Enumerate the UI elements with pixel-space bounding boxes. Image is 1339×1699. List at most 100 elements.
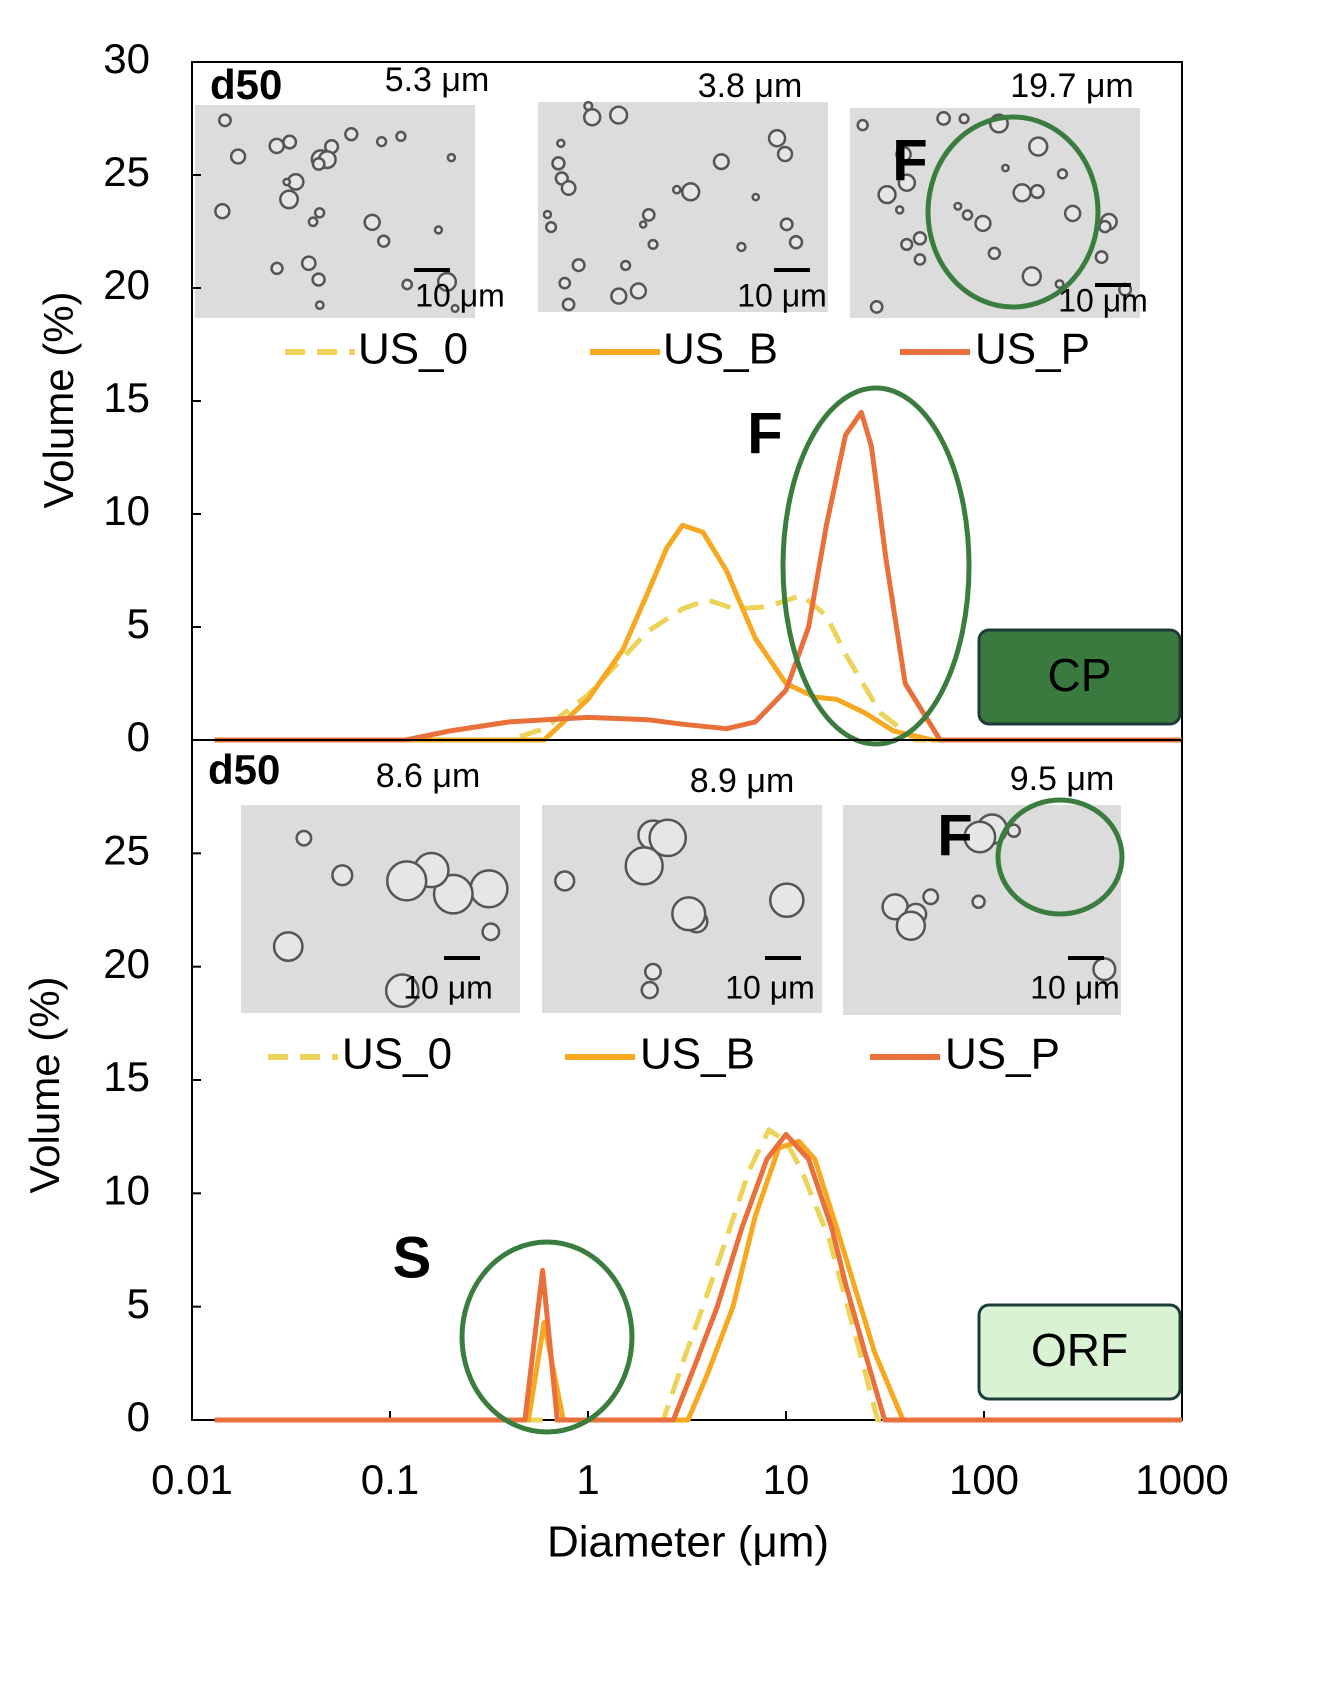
droplet [913, 253, 927, 266]
droplet [300, 255, 317, 272]
y-tick-label: 20 [103, 940, 150, 987]
droplet [869, 300, 884, 314]
droplet [1092, 957, 1117, 982]
legend-label: US_0 [342, 1030, 452, 1079]
highlight-ellipse [995, 797, 1125, 917]
droplet [1006, 823, 1022, 839]
droplet [609, 105, 629, 125]
series-line [214, 522, 1182, 743]
droplet [583, 100, 594, 112]
droplet [582, 108, 602, 127]
droplet [1063, 204, 1082, 223]
droplet [922, 888, 940, 906]
droplet [1012, 183, 1032, 203]
droplet [1029, 183, 1045, 200]
droplet [640, 980, 659, 1000]
d50-label: d50 [210, 61, 282, 108]
droplet [561, 297, 576, 312]
droplet [751, 192, 761, 202]
legend-label: US_B [640, 1030, 755, 1079]
droplet [446, 152, 457, 163]
droplet [395, 130, 407, 143]
droplet [620, 259, 632, 272]
droplet [877, 184, 897, 205]
scale-bar-label: 10 μm [1058, 282, 1148, 318]
droplet [307, 216, 319, 228]
x-tick-label: 1 [576, 1456, 599, 1503]
image-label: F [892, 128, 927, 193]
d50-value: 9.5 μm [1010, 760, 1115, 798]
droplet [331, 864, 354, 887]
y-tick-label: 20 [103, 261, 150, 308]
droplet [895, 145, 912, 163]
y-tick-label: 10 [103, 487, 150, 534]
curve-label: F [747, 401, 782, 466]
droplet [433, 225, 444, 235]
droplet [648, 818, 688, 858]
y-axis-title: Volume (%) [21, 976, 68, 1193]
d50-label: d50 [208, 746, 280, 793]
droplet [1054, 279, 1065, 290]
droplet [1028, 136, 1049, 157]
legend-label: US_B [663, 325, 778, 374]
droplet [558, 276, 572, 290]
droplet [1094, 250, 1109, 264]
droplet [363, 213, 381, 232]
d50-value: 5.3 μm [385, 61, 490, 99]
droplet [856, 118, 869, 132]
droplet [638, 220, 648, 229]
y-tick-label: 5 [127, 1280, 150, 1327]
droplet [282, 134, 298, 150]
y-tick-label: 15 [103, 1053, 150, 1100]
droplet [788, 234, 804, 250]
panel-label-box [977, 628, 1182, 726]
y-axis-title: Volume (%) [35, 291, 82, 508]
droplet [779, 217, 794, 232]
legend-label: US_P [945, 1030, 1060, 1079]
droplet [1001, 163, 1010, 173]
d50-value: 3.8 μm [698, 67, 803, 105]
droplet [1098, 219, 1112, 234]
droplet [229, 148, 247, 165]
y-tick-label: 5 [127, 600, 150, 647]
highlight-ellipse [925, 114, 1101, 310]
droplet [545, 221, 558, 234]
legend-label: US_0 [358, 325, 468, 374]
droplet [894, 205, 905, 215]
droplet [961, 209, 974, 221]
droplet [936, 111, 952, 126]
y-tick-label: 15 [103, 374, 150, 421]
droplet [311, 156, 326, 171]
droplet [386, 860, 428, 902]
scale-bar-label: 10 μm [725, 969, 815, 1005]
droplet [624, 846, 664, 886]
droplet [384, 973, 420, 1009]
droplet [270, 261, 284, 276]
x-tick-label: 0.1 [361, 1456, 419, 1503]
x-tick-label: 0.01 [151, 1456, 233, 1503]
curve-label: S [393, 1225, 432, 1290]
droplet [736, 241, 747, 253]
droplet [647, 238, 659, 250]
series-line [214, 1131, 1182, 1423]
droplet [641, 208, 656, 222]
d50-value: 8.6 μm [376, 757, 481, 795]
scale-bar-label: 10 μm [415, 277, 505, 313]
droplet [671, 184, 682, 195]
y-tick-label: 0 [127, 713, 150, 760]
x-tick-label: 100 [949, 1456, 1019, 1503]
droplet [344, 126, 359, 142]
x-axis-title: Diameter (μm) [547, 1518, 829, 1567]
highlight-ellipse [459, 1239, 635, 1435]
droplet [432, 873, 474, 915]
droplet [551, 156, 566, 171]
droplet [971, 894, 986, 910]
droplet [987, 246, 1002, 261]
droplet [313, 207, 326, 219]
droplet [376, 234, 391, 248]
d50-value: 19.7 μm [1010, 67, 1134, 105]
droplet [469, 869, 509, 909]
droplet [450, 303, 460, 314]
